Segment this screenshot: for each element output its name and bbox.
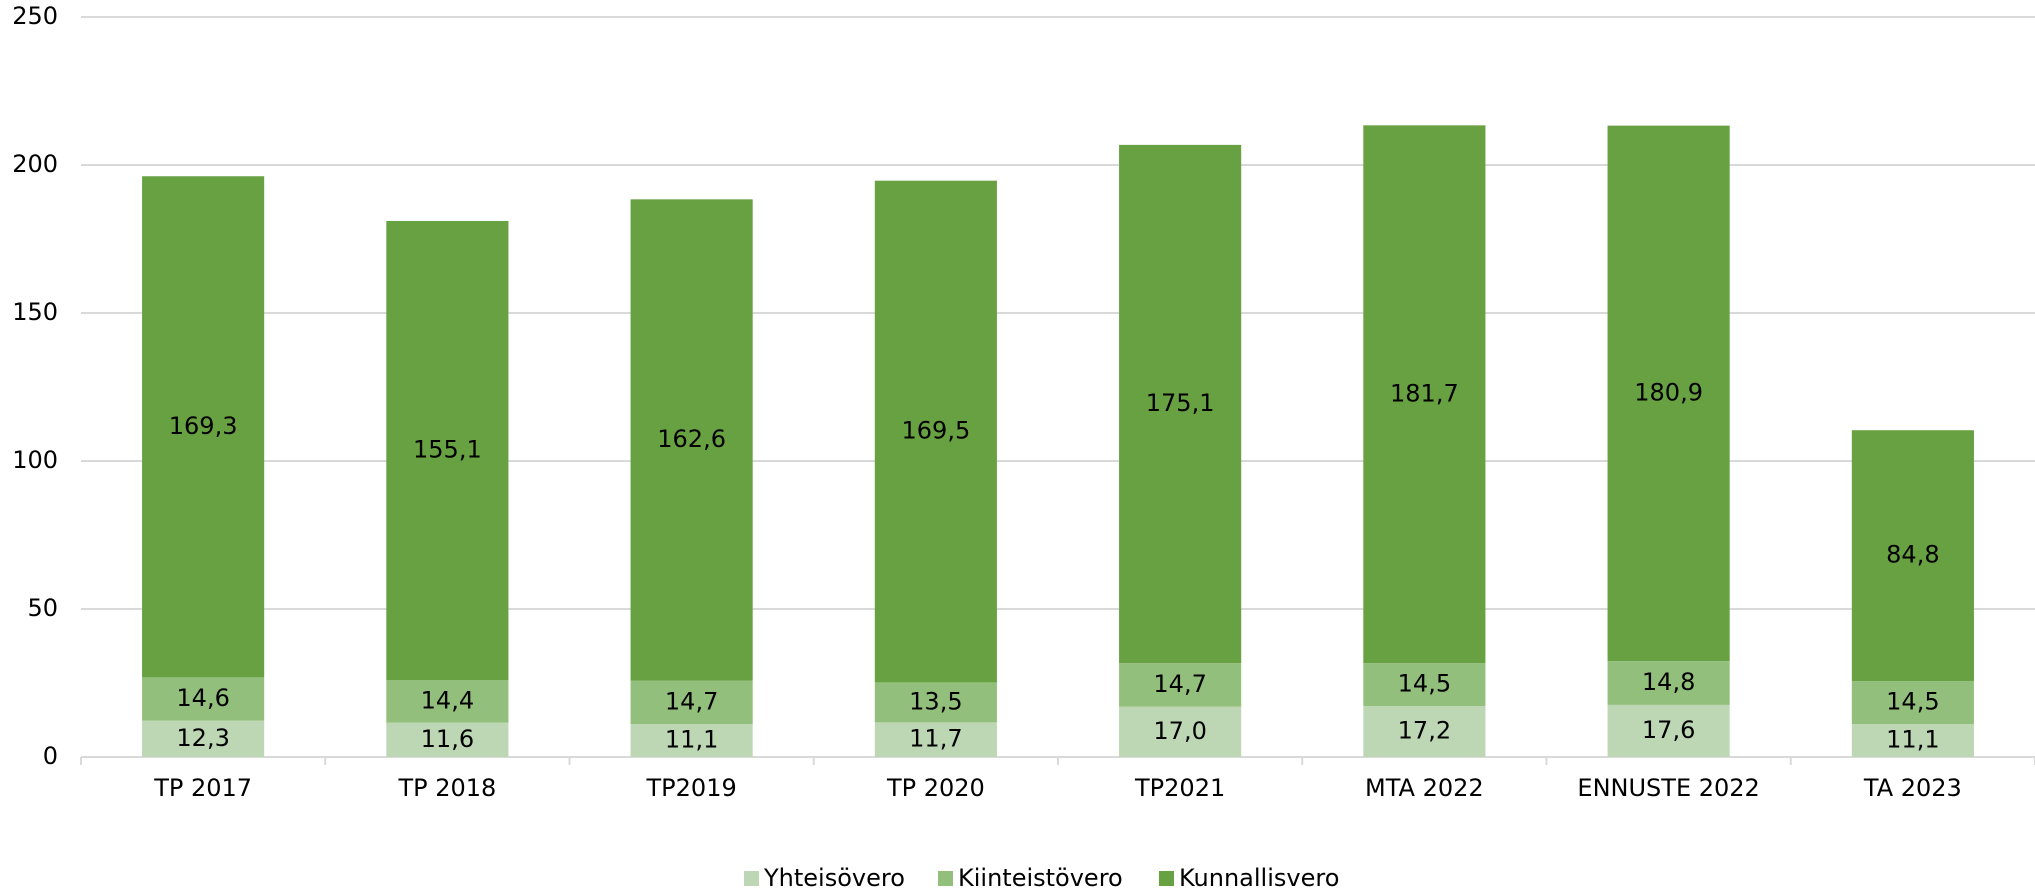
data-label: 11,6	[421, 725, 474, 753]
data-label: 84,8	[1886, 541, 1939, 569]
y-tick-label: 150	[12, 298, 58, 326]
x-tick-label: TA 2023	[1863, 774, 1962, 802]
bar-segment	[142, 176, 265, 678]
data-label: 175,1	[1146, 389, 1215, 417]
data-label: 162,6	[657, 425, 726, 453]
bar-segment	[1851, 724, 1974, 757]
legend-label: Kunnallisvero	[1179, 864, 1339, 892]
data-label: 14,7	[665, 687, 718, 715]
y-tick-label: 250	[12, 2, 58, 30]
legend-swatch	[938, 871, 953, 886]
data-label: 13,5	[909, 687, 962, 715]
data-label: 155,1	[413, 435, 482, 463]
data-label: 169,3	[169, 412, 238, 440]
data-label: 14,8	[1642, 668, 1695, 696]
x-tick-label: TP 2018	[397, 774, 496, 802]
bar-segment	[386, 722, 509, 757]
y-tick-label: 100	[12, 446, 58, 474]
legend-label: Yhteisövero	[763, 864, 905, 892]
data-label: 14,4	[421, 686, 474, 714]
y-tick-label: 200	[12, 150, 58, 178]
data-label: 11,1	[1886, 726, 1939, 754]
data-label: 14,5	[1886, 688, 1939, 716]
bar-segment	[630, 680, 753, 725]
bar-segment	[142, 677, 265, 721]
bar-segment	[1607, 125, 1730, 662]
bar-segment	[630, 199, 753, 681]
data-label: 14,6	[176, 684, 229, 712]
data-label: 14,5	[1398, 670, 1451, 698]
x-tick-label: TP 2017	[153, 774, 252, 802]
bar-segment	[1119, 144, 1242, 664]
bar-segment	[1851, 681, 1974, 725]
x-tick-label: ENNUSTE 2022	[1577, 774, 1759, 802]
x-tick-label: MTA 2022	[1365, 774, 1484, 802]
data-label: 169,5	[902, 417, 971, 445]
bar-segment	[630, 724, 753, 757]
bar-segment	[142, 720, 265, 757]
x-tick-label: TP2021	[1134, 774, 1225, 802]
data-label: 180,9	[1634, 378, 1703, 406]
data-label: 14,7	[1153, 670, 1206, 698]
bar-segment	[1363, 663, 1486, 707]
data-label: 17,6	[1642, 716, 1695, 744]
data-label: 17,0	[1153, 717, 1206, 745]
bar-segment	[386, 220, 509, 681]
data-label: 181,7	[1390, 379, 1459, 407]
legend-label: Kiinteistövero	[958, 864, 1123, 892]
legend-swatch	[744, 871, 759, 886]
x-tick-label: TP2019	[646, 774, 737, 802]
bar-segment	[1363, 706, 1486, 757]
x-tick-label: TP 2020	[886, 774, 985, 802]
bar-segment	[1851, 430, 1974, 682]
bar-segment	[874, 722, 997, 757]
data-label: 12,3	[176, 724, 229, 752]
bar-segment	[1119, 706, 1242, 757]
legend-swatch	[1159, 871, 1174, 886]
bar-segment	[874, 180, 997, 683]
y-tick-label: 50	[27, 594, 58, 622]
y-tick-label: 0	[43, 742, 58, 770]
bar-segment	[386, 680, 509, 723]
bar-segment	[874, 682, 997, 723]
bar-segment	[1363, 125, 1486, 664]
bar-segment	[1607, 704, 1730, 757]
data-label: 11,7	[909, 725, 962, 753]
data-label: 11,1	[665, 726, 718, 754]
data-label: 17,2	[1398, 717, 1451, 745]
bar-segment	[1607, 661, 1730, 705]
bar-segment	[1119, 663, 1242, 707]
